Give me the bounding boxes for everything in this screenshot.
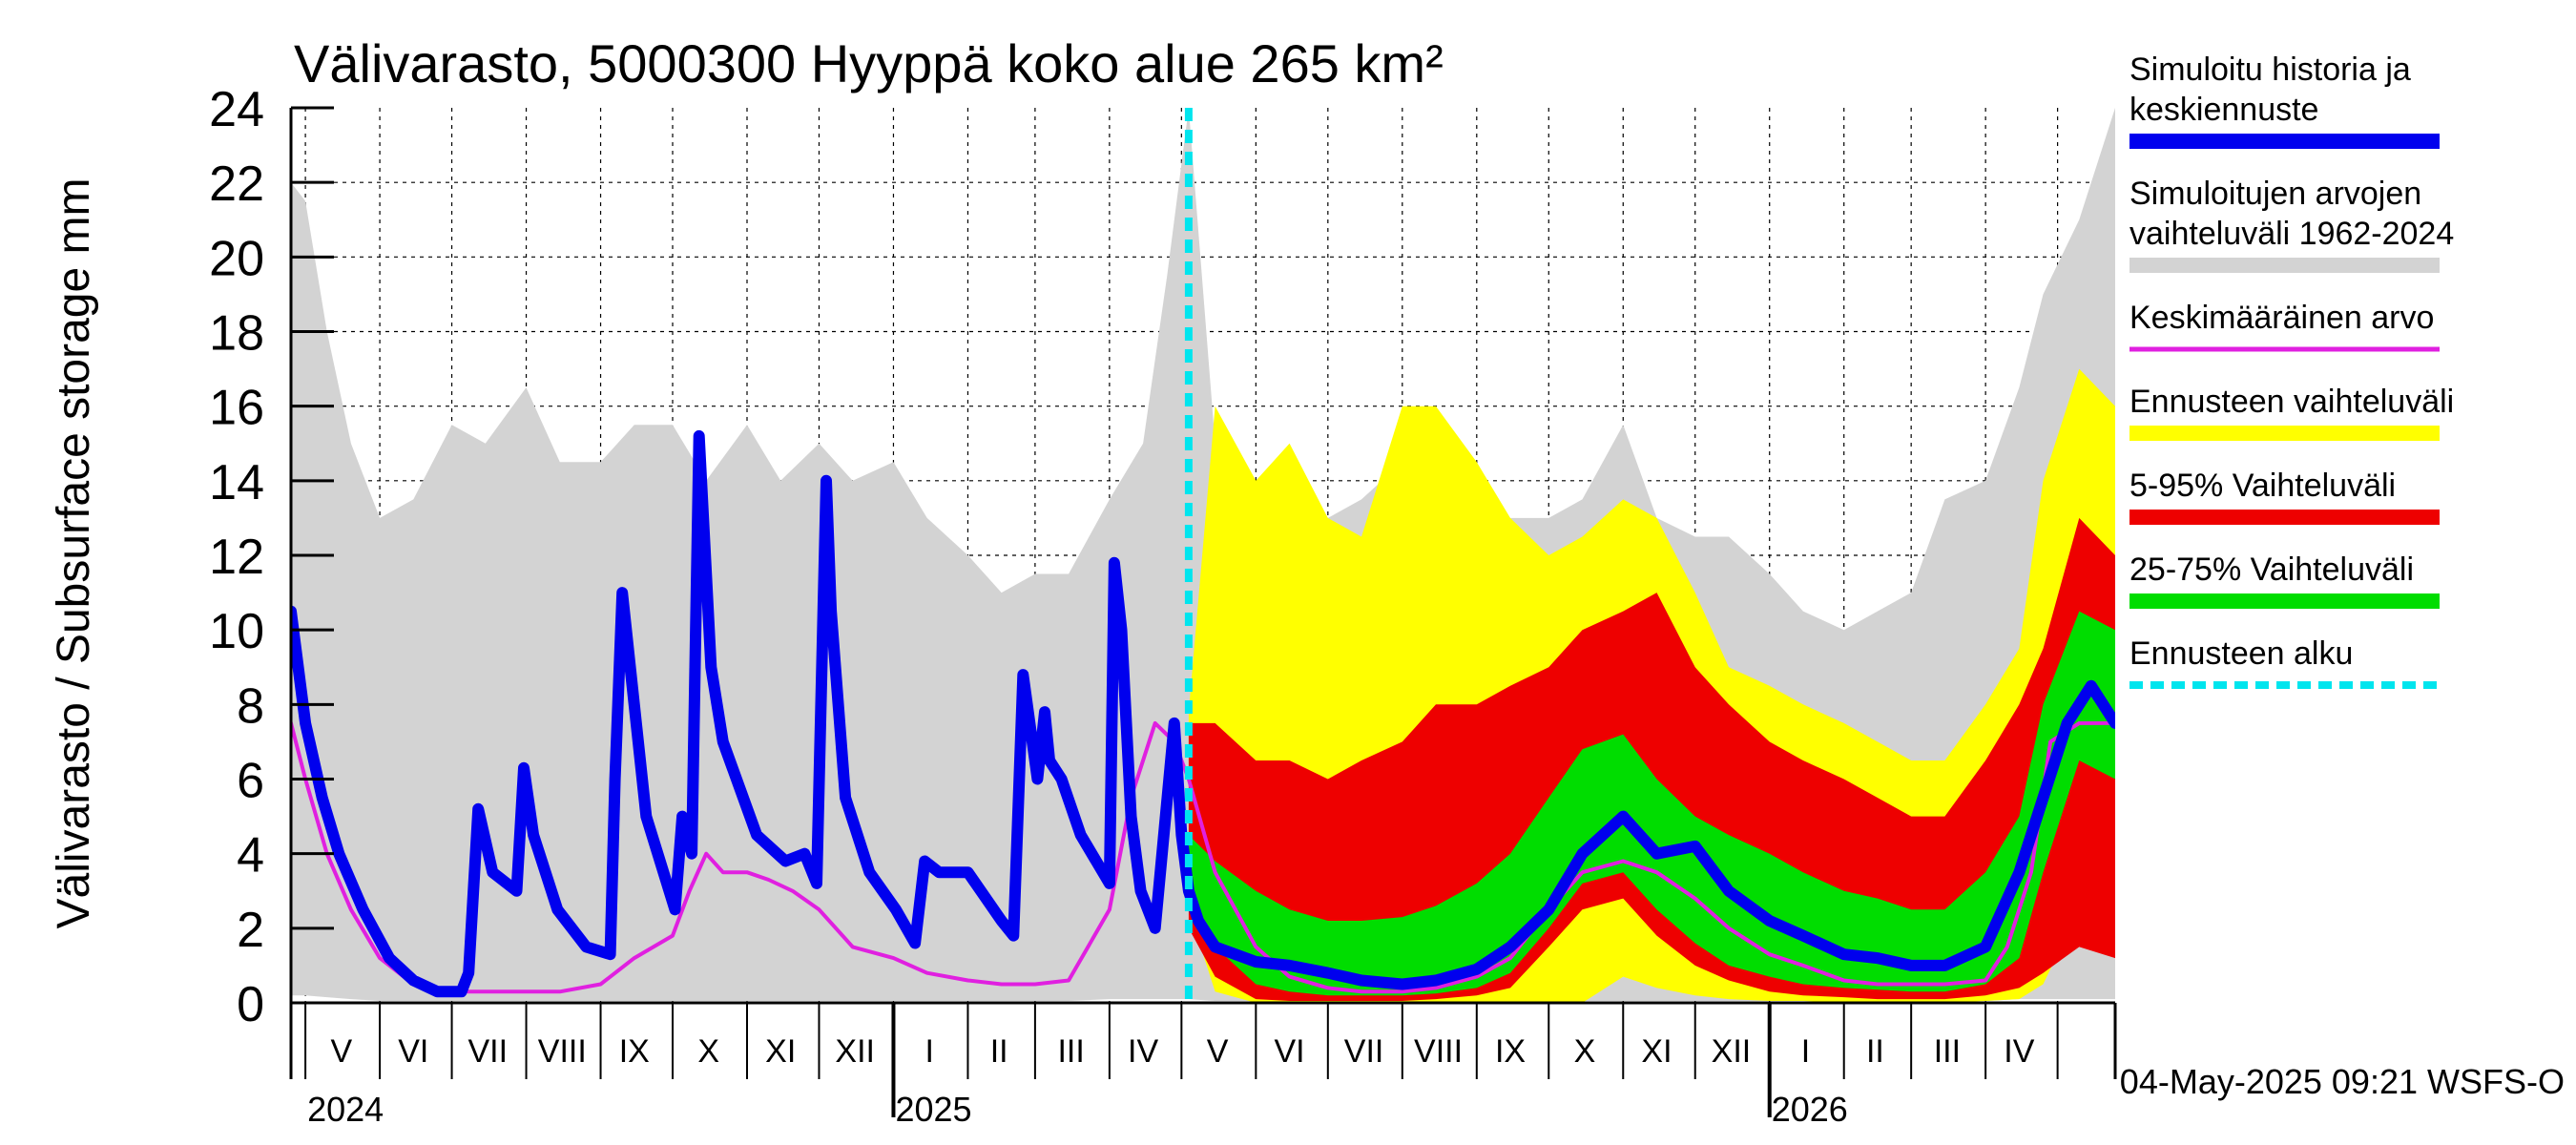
year-label: 2024 [307, 1090, 384, 1129]
legend-label: 25-75% Vaihteluväli [2129, 552, 2414, 588]
month-label: III [1934, 1033, 1961, 1070]
legend-label: vaihteluväli 1962-2024 [2129, 216, 2454, 252]
median-forecast-line [291, 429, 2115, 998]
p5-95-band [1188, 517, 2115, 1001]
month-label: II [1866, 1033, 1884, 1070]
chart-title: Välivarasto, 5000300 Hyyppä koko alue 26… [294, 33, 1444, 94]
legend: Simuloitu historia ja keskiennuste Simuloi… [2129, 52, 2454, 689]
y-tick-label: 4 [237, 828, 264, 884]
y-tick-label: 0 [237, 977, 264, 1032]
month-label: IX [1495, 1033, 1526, 1070]
legend-label: 5-95% Vaihteluväli [2129, 468, 2396, 504]
y-tick-label: 12 [209, 530, 264, 585]
y-tick-label: 18 [209, 306, 264, 362]
legend-label: Ennusteen alku [2129, 635, 2353, 672]
year-label: 2026 [1772, 1090, 1848, 1129]
y-tick-label: 16 [209, 381, 264, 436]
legend-label: Keskimääräinen arvo [2129, 300, 2434, 336]
month-label: IX [619, 1033, 650, 1070]
month-label: VII [468, 1033, 509, 1070]
year-label: 2025 [895, 1090, 971, 1129]
legend-label: Ennusteen vaihteluväli [2129, 384, 2454, 420]
mean-value-line [291, 720, 2115, 994]
y-axis-label: Välivarasto / Subsurface storage mm [49, 177, 99, 928]
month-label: VI [1275, 1033, 1305, 1070]
month-label: I [1801, 1033, 1810, 1070]
x-tick-labels: V VI VII VIII IX X XI XII I II III IV V VI VII VIII IX X X… [307, 1033, 2035, 1129]
month-label: XII [835, 1033, 875, 1070]
y-tick-label: 8 [237, 678, 264, 734]
y-tick-label: 20 [209, 231, 264, 286]
month-label: X [1574, 1033, 1596, 1070]
month-label: II [990, 1033, 1008, 1070]
month-label: VIII [538, 1033, 587, 1070]
month-label: VIII [1414, 1033, 1463, 1070]
y-tick-label: 24 [209, 82, 264, 137]
month-label: VI [398, 1033, 428, 1070]
month-label: X [697, 1033, 719, 1070]
y-tick-label: 6 [237, 754, 264, 809]
axes [289, 106, 2117, 1117]
y-tick-label: 14 [209, 455, 264, 510]
month-label: VII [1344, 1033, 1384, 1070]
legend-label: Simuloitu historia ja [2129, 52, 2411, 88]
y-tick-label: 22 [209, 156, 264, 212]
y-tick-label: 2 [237, 903, 264, 958]
range-bands [291, 108, 2115, 1003]
series-lines [291, 108, 2115, 1003]
month-label: IV [1128, 1033, 1158, 1070]
legend-label: Simuloitujen arvojen [2129, 176, 2421, 212]
month-label: III [1057, 1033, 1084, 1070]
p25-75-band [1188, 611, 2115, 996]
month-label: XII [1712, 1033, 1752, 1070]
month-label: XI [765, 1033, 796, 1070]
month-label: V [1207, 1033, 1229, 1070]
y-tick-label: 10 [209, 604, 264, 659]
month-label: V [330, 1033, 352, 1070]
month-label: XI [1641, 1033, 1672, 1070]
month-label: IV [2004, 1033, 2034, 1070]
timestamp-footer: 04-May-2025 09:21 WSFS-O [2120, 1062, 2565, 1101]
legend-label: keskiennuste [2129, 92, 2318, 128]
month-label: I [924, 1033, 933, 1070]
